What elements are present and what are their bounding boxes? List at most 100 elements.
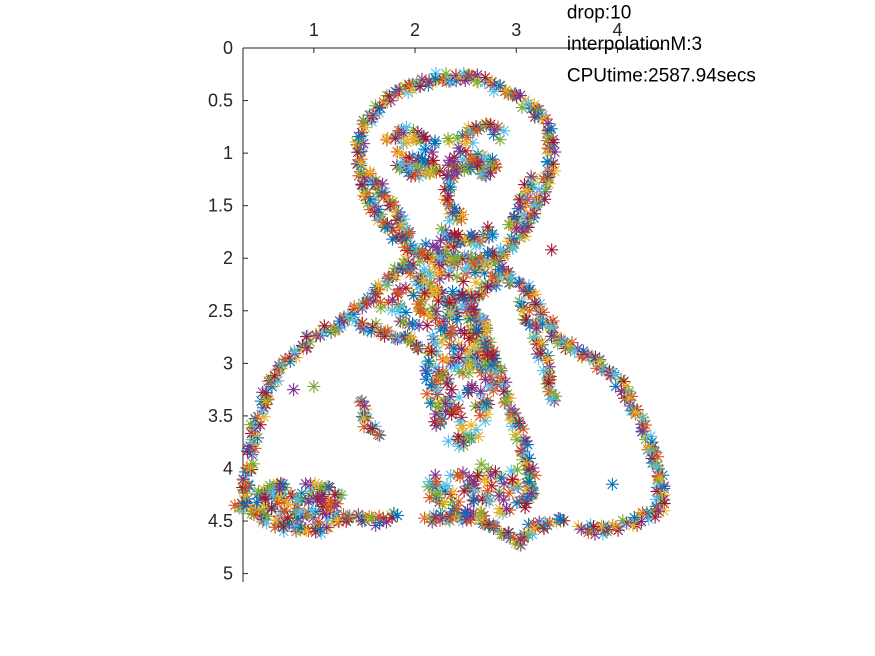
data-point	[433, 251, 447, 265]
data-point	[574, 522, 588, 536]
data-point	[437, 495, 451, 509]
data-point	[480, 246, 494, 260]
data-point	[608, 367, 622, 381]
data-point	[372, 509, 386, 523]
data-point	[430, 382, 444, 396]
data-point	[469, 322, 483, 336]
data-point	[308, 477, 322, 491]
data-point	[474, 384, 488, 398]
data-point	[381, 270, 395, 284]
data-point	[586, 520, 600, 534]
data-point	[484, 358, 498, 372]
data-point	[250, 495, 264, 509]
data-point	[228, 498, 242, 512]
x-tick-label: 1	[309, 20, 319, 40]
data-point	[430, 474, 444, 488]
data-point	[473, 251, 487, 265]
data-point	[246, 457, 260, 471]
data-point	[643, 446, 657, 460]
data-point	[357, 399, 371, 413]
data-point	[462, 366, 476, 380]
data-point	[626, 404, 640, 418]
data-point	[418, 286, 432, 300]
data-point	[471, 469, 485, 483]
data-point	[441, 434, 455, 448]
data-point	[510, 433, 524, 447]
data-point	[450, 270, 464, 284]
data-point	[486, 227, 500, 241]
data-point	[506, 241, 520, 255]
data-point	[530, 321, 544, 335]
data-point	[321, 480, 335, 494]
data-point	[252, 485, 266, 499]
data-point	[451, 468, 465, 482]
data-point	[263, 479, 277, 493]
data-point	[445, 408, 459, 422]
data-point	[488, 520, 502, 534]
data-point	[435, 222, 449, 236]
data-point	[428, 134, 442, 148]
data-point	[314, 491, 328, 505]
data-point	[307, 379, 321, 393]
data-point	[447, 341, 461, 355]
data-point	[442, 214, 456, 228]
data-point	[423, 491, 437, 505]
y-tick-label: 3.5	[208, 406, 233, 426]
data-point	[419, 288, 433, 302]
data-point	[471, 123, 485, 137]
axes: 1 2 3 4 0 0.5 1 1.5 2 2.5 3 3.5 4 4.5 5	[208, 20, 663, 584]
data-point	[481, 348, 495, 362]
data-point	[508, 427, 522, 441]
data-point	[462, 331, 476, 345]
data-point	[379, 515, 393, 529]
data-point	[478, 372, 492, 386]
data-point	[429, 374, 443, 388]
data-point	[462, 432, 476, 446]
data-point	[456, 287, 470, 301]
data-point	[466, 152, 480, 166]
data-point	[474, 505, 488, 519]
data-point	[502, 218, 516, 232]
data-point	[496, 380, 510, 394]
x-tick-label: 2	[410, 20, 420, 40]
data-point	[334, 488, 348, 502]
data-point	[293, 505, 307, 519]
data-point	[455, 299, 469, 313]
data-point	[493, 79, 507, 93]
data-point	[535, 335, 549, 349]
data-point	[462, 345, 476, 359]
data-point	[502, 486, 516, 500]
data-point	[426, 153, 440, 167]
data-point	[544, 392, 558, 406]
x-tick-label: 4	[612, 20, 622, 40]
data-point	[394, 300, 408, 314]
annotation-cputime: CPUtime:2587.94secs	[567, 66, 756, 87]
data-points	[228, 67, 671, 552]
data-point	[452, 351, 466, 365]
data-point	[380, 133, 394, 147]
data-point	[456, 207, 470, 221]
data-point	[439, 67, 453, 81]
data-point	[482, 495, 496, 509]
data-point	[391, 286, 405, 300]
data-point	[590, 361, 604, 375]
data-point	[363, 165, 377, 179]
data-point	[622, 392, 636, 406]
data-point	[505, 271, 519, 285]
annotation-drop: drop:10	[567, 3, 631, 24]
y-tick-label: 3	[223, 353, 233, 373]
data-point	[485, 152, 499, 166]
data-point	[406, 317, 420, 331]
data-point	[291, 492, 305, 506]
data-point	[447, 240, 461, 254]
data-point	[422, 354, 436, 368]
data-point	[492, 262, 506, 276]
data-point	[302, 495, 316, 509]
data-point	[469, 239, 483, 253]
data-point	[545, 243, 559, 257]
data-point	[447, 254, 461, 268]
data-point	[544, 122, 558, 136]
data-point	[417, 262, 431, 276]
data-point	[420, 366, 434, 380]
data-point	[423, 166, 437, 180]
